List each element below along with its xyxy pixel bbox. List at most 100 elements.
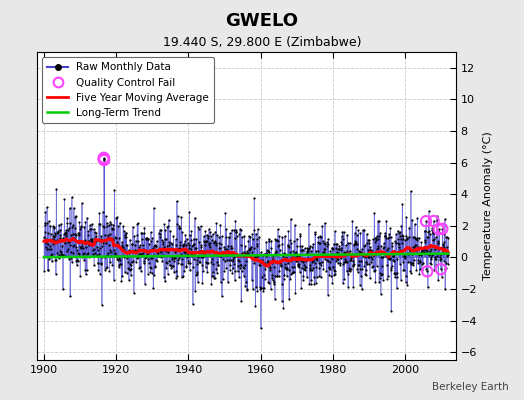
Point <box>253 242 261 249</box>
Point <box>174 260 182 266</box>
Point <box>370 266 379 273</box>
Point <box>351 238 359 244</box>
Point <box>74 230 82 237</box>
Point <box>80 240 89 246</box>
Point <box>235 274 243 280</box>
Point <box>261 252 270 258</box>
Point <box>163 224 171 230</box>
Point <box>312 256 321 262</box>
Point <box>434 277 442 283</box>
Point <box>390 249 398 255</box>
Point <box>192 236 201 242</box>
Point <box>340 276 348 282</box>
Point <box>134 220 142 227</box>
Point <box>209 231 217 237</box>
Point <box>394 236 402 242</box>
Point <box>326 248 334 255</box>
Point <box>301 256 310 263</box>
Point <box>106 252 115 259</box>
Point <box>408 260 416 267</box>
Point <box>430 236 438 242</box>
Point <box>412 247 420 253</box>
Point <box>394 256 402 262</box>
Point <box>100 156 108 162</box>
Point <box>203 260 211 266</box>
Point <box>392 285 401 292</box>
Point <box>365 240 373 246</box>
Point <box>264 278 272 285</box>
Point <box>299 273 308 279</box>
Point <box>346 257 355 263</box>
Point <box>250 227 259 233</box>
Point <box>159 238 167 245</box>
Point <box>378 254 387 260</box>
Point <box>359 251 367 258</box>
Point <box>181 249 189 255</box>
Point <box>302 264 310 270</box>
Point <box>362 259 370 265</box>
Point <box>118 273 126 279</box>
Point <box>115 255 124 261</box>
Point <box>259 250 268 257</box>
Point <box>310 281 319 287</box>
Point <box>265 236 273 242</box>
Point <box>300 245 309 252</box>
Point <box>78 243 86 249</box>
Point <box>355 266 364 272</box>
Point <box>233 250 242 257</box>
Point <box>136 264 144 270</box>
Point <box>117 242 126 248</box>
Point <box>317 262 325 268</box>
Point <box>206 239 214 246</box>
Point <box>274 243 282 250</box>
Point <box>130 247 139 253</box>
Point <box>100 154 108 161</box>
Point <box>218 249 226 256</box>
Point <box>228 270 237 277</box>
Point <box>144 236 152 242</box>
Point <box>438 274 446 280</box>
Point <box>166 262 174 268</box>
Point <box>51 232 59 238</box>
Point <box>138 230 146 236</box>
Point <box>239 249 248 255</box>
Point <box>199 268 207 274</box>
Point <box>332 258 340 264</box>
Point <box>48 258 56 264</box>
Point <box>247 244 255 251</box>
Point <box>220 249 228 255</box>
Point <box>365 254 374 260</box>
Point <box>217 241 225 247</box>
Point <box>412 241 420 248</box>
Point <box>339 261 347 267</box>
Point <box>304 245 312 252</box>
Point <box>435 229 443 235</box>
Point <box>234 252 242 258</box>
Point <box>252 254 260 260</box>
Point <box>170 257 179 264</box>
Point <box>444 260 452 267</box>
Point <box>88 238 96 244</box>
Point <box>62 227 70 234</box>
Point <box>370 251 378 258</box>
Point <box>400 253 408 259</box>
Point <box>271 250 280 256</box>
Point <box>316 260 324 266</box>
Point <box>73 247 82 253</box>
Point <box>256 284 264 290</box>
Point <box>140 280 149 287</box>
Point <box>245 246 254 252</box>
Point <box>260 276 269 282</box>
Point <box>152 257 160 263</box>
Point <box>97 236 105 242</box>
Point <box>47 246 55 252</box>
Point <box>213 259 222 266</box>
Point <box>56 226 64 233</box>
Point <box>58 243 66 249</box>
Point <box>277 262 286 268</box>
Point <box>211 238 219 244</box>
Point <box>285 244 293 250</box>
Point <box>274 238 282 244</box>
Point <box>368 264 376 270</box>
Point <box>64 227 72 233</box>
